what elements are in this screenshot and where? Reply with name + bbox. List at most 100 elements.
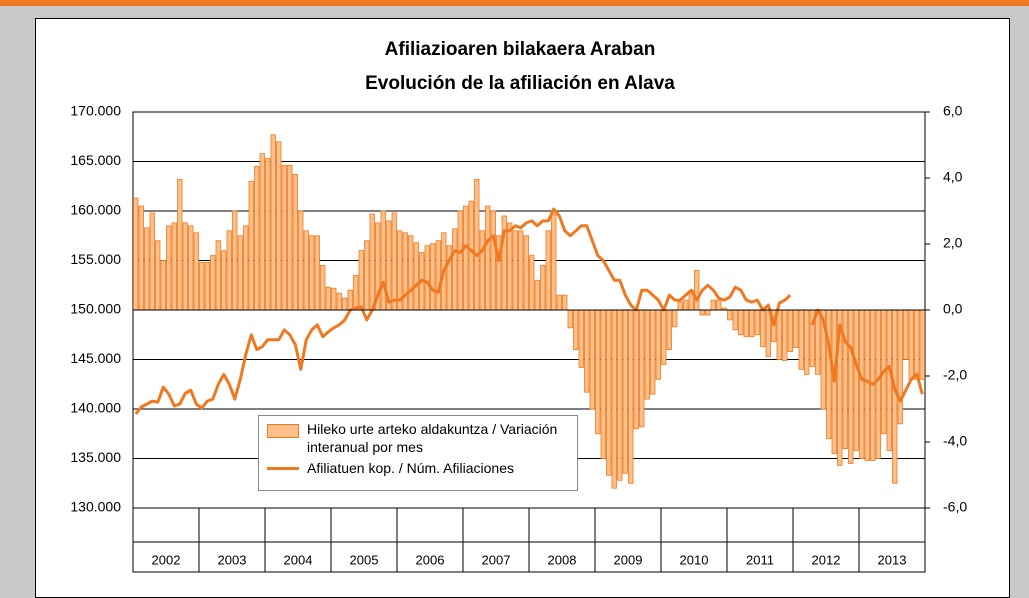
y-tick-label: 150.000	[70, 301, 121, 317]
bar	[507, 222, 513, 311]
bar	[265, 158, 271, 311]
y2-tick-label: -2,0	[943, 367, 967, 383]
bar	[606, 309, 612, 476]
bar	[474, 178, 480, 311]
bar	[364, 240, 370, 311]
bar	[248, 180, 254, 311]
y-tick-label: 170.000	[70, 103, 121, 119]
bar	[171, 222, 177, 311]
legend-label: Hileko urte arteko aldakuntza / Variació…	[307, 421, 558, 455]
bar	[188, 225, 194, 311]
bar	[754, 309, 760, 336]
bar	[149, 212, 155, 311]
bar	[292, 173, 298, 311]
bar	[380, 210, 386, 311]
y-tick-label: 160.000	[70, 202, 121, 218]
bar	[551, 210, 557, 311]
legend-label: Afiliatuen kop. / Núm. Afiliaciones	[307, 460, 514, 476]
bar	[732, 309, 738, 331]
line	[134, 207, 924, 415]
bar	[309, 235, 315, 311]
y-tick-label: 165.000	[70, 152, 121, 168]
x-tick-label: 2008	[548, 552, 577, 567]
chart-title: Afiliazioaren bilakaera Araban	[385, 39, 656, 60]
bar	[281, 165, 287, 311]
bar	[661, 309, 667, 365]
bar	[776, 309, 782, 360]
x-tick-label: 2011	[746, 552, 774, 567]
bar	[727, 309, 733, 321]
bar	[787, 309, 793, 352]
bar	[523, 235, 529, 311]
bar	[760, 309, 766, 348]
bar	[452, 228, 458, 311]
bar	[859, 309, 865, 459]
bar	[342, 297, 348, 311]
x-tick-label: 2010	[680, 552, 709, 567]
bar	[666, 309, 672, 350]
x-tick-label: 2013	[878, 552, 907, 567]
bar	[512, 230, 518, 311]
bar	[738, 309, 744, 336]
bar	[133, 197, 139, 311]
bar	[611, 309, 617, 489]
bar	[424, 245, 430, 311]
bar	[765, 309, 771, 357]
legend: Hileko urte arteko aldakuntza / Variació…	[258, 415, 578, 491]
y-tick-label: 135.000	[70, 449, 121, 465]
x-tick-label: 2012	[812, 552, 841, 567]
bar	[320, 265, 326, 311]
bar	[347, 289, 353, 311]
bar	[353, 274, 359, 311]
bar	[589, 309, 595, 410]
bar	[413, 242, 419, 311]
bar	[584, 309, 590, 393]
bar	[633, 309, 639, 430]
bar	[303, 230, 309, 311]
bar	[177, 178, 183, 311]
bar	[336, 292, 342, 311]
y-tick-label: 155.000	[70, 251, 121, 267]
bar	[210, 255, 216, 311]
bar	[848, 309, 854, 464]
bar	[226, 230, 232, 311]
bar	[573, 309, 579, 350]
legend-swatch-bar	[267, 424, 299, 438]
bar	[804, 309, 810, 375]
bar	[875, 309, 881, 459]
bar	[287, 165, 293, 311]
bar	[556, 294, 562, 311]
bar	[529, 255, 535, 311]
bar	[221, 250, 227, 311]
bar	[270, 134, 276, 311]
bar	[617, 309, 623, 481]
y-tick-label: 130.000	[70, 499, 121, 515]
bar	[479, 230, 485, 311]
x-tick-label: 2009	[614, 552, 643, 567]
bar	[193, 232, 199, 311]
bar	[710, 299, 716, 311]
bar	[892, 309, 898, 484]
bar	[408, 235, 414, 311]
bar	[650, 309, 656, 395]
bar	[864, 309, 870, 461]
bar	[853, 309, 859, 451]
bar	[793, 309, 799, 349]
bar	[782, 309, 788, 361]
bar	[259, 153, 265, 311]
bar	[567, 309, 573, 329]
bar	[204, 262, 210, 311]
bar	[578, 309, 584, 368]
bar	[391, 212, 397, 311]
bar	[705, 309, 711, 316]
bar	[622, 309, 628, 474]
bar	[435, 240, 441, 311]
bar	[699, 309, 705, 316]
bar	[595, 309, 601, 435]
bar	[903, 309, 909, 360]
bar	[237, 235, 243, 311]
bar	[562, 294, 568, 311]
y2-tick-label: -6,0	[943, 499, 967, 515]
bar	[639, 309, 645, 428]
